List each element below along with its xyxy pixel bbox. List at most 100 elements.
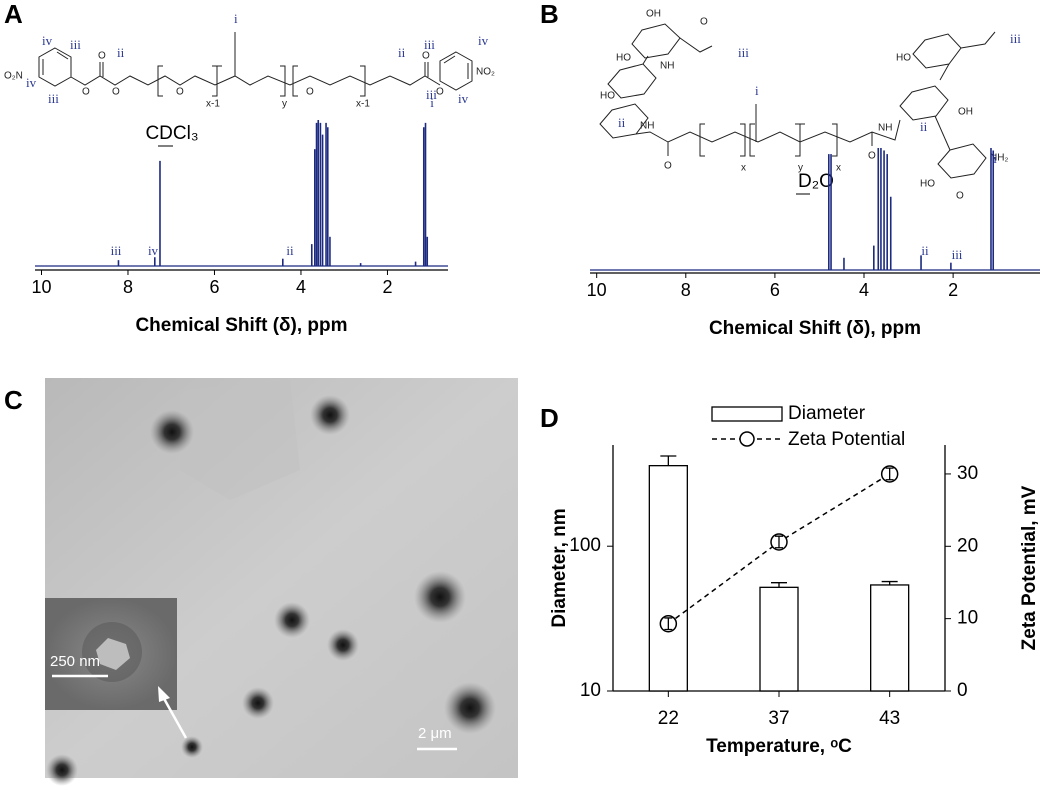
structure-shape [443, 55, 456, 64]
structure-label: O [98, 51, 106, 62]
peak-label: CDCl₃ [145, 123, 198, 144]
structure-label: NH [660, 61, 674, 72]
peak-label: i [993, 151, 997, 166]
structure-shape [740, 123, 746, 157]
structure-label: ii [398, 45, 406, 60]
bar [759, 586, 799, 692]
structure-shape [212, 65, 218, 97]
structure-label: O [176, 87, 184, 98]
structure-label: O [422, 51, 430, 62]
x-tick-label: 43 [879, 708, 900, 729]
error-bar [775, 535, 783, 549]
peak-label: iv [148, 243, 159, 258]
structure-shape [939, 63, 950, 81]
y-tick-label: 10 [580, 680, 601, 701]
panel-label: A [4, 0, 23, 29]
x-tick-label: 6 [770, 280, 780, 300]
x-tick-label: 8 [681, 280, 691, 300]
structure-label: ii [618, 115, 626, 130]
x-tick-label: 2 [382, 277, 392, 297]
legend-swatch [739, 431, 755, 447]
structure-shape [38, 47, 72, 87]
structure-shape [181, 736, 203, 758]
peak-label: iii [952, 247, 963, 262]
structure-label: O₂N [4, 71, 23, 82]
structure-b: OH HO NH O iii HO ii NH O i x y x O NH i… [599, 9, 1021, 202]
structure-a: O₂N iv iii iv iii O O ii O O i x-1 y O x… [4, 11, 495, 110]
panel-label: B [540, 0, 559, 29]
y2-axis-title: Zeta Potential, mV [1019, 485, 1040, 650]
structure-shape [679, 37, 713, 53]
structure-shape [280, 65, 286, 97]
y-axis-title: Diameter, nm [549, 508, 570, 627]
structure-label: NH [878, 123, 892, 134]
structure-label: OH [958, 107, 973, 118]
panel-label: C [4, 385, 23, 415]
structure-shape [158, 686, 170, 702]
structure-label: iv [458, 91, 469, 106]
error-bar [885, 467, 894, 481]
structure-label: OH [646, 9, 661, 20]
y2-tick-label: 0 [957, 680, 968, 701]
structure-label: HO [896, 53, 911, 64]
structure-shape [444, 682, 496, 734]
structure-shape [749, 123, 755, 157]
structure-shape [310, 395, 350, 435]
structure-shape [160, 694, 188, 739]
structure-label: y [282, 99, 287, 110]
x-tick-label: 4 [859, 280, 869, 300]
structure-label: iii [70, 37, 81, 52]
structure-label: x-1 [356, 99, 370, 110]
structure-shape [414, 571, 466, 623]
structure-label: O [306, 87, 314, 98]
structure-shape [439, 51, 473, 91]
structure-label: iii [48, 91, 59, 106]
y-tick-label: 100 [569, 535, 601, 556]
structure-label: iii [426, 87, 437, 102]
structure-label: HO [600, 91, 615, 102]
structure-shape [327, 629, 359, 661]
y2-tick-label: 20 [957, 535, 978, 556]
peak-label: D₂O [798, 171, 834, 192]
structure-shape [832, 123, 838, 157]
structure-shape [795, 123, 801, 157]
structure-label: O [82, 87, 90, 98]
structure-label: x-1 [206, 99, 220, 110]
structure-label: x [836, 163, 841, 174]
y2-tick-label: 30 [957, 463, 978, 484]
structure-shape [292, 65, 298, 97]
structure-shape [150, 410, 194, 454]
structure-shape [360, 65, 366, 97]
bar [870, 584, 910, 692]
structure-shape [180, 380, 300, 500]
structure-shape [635, 119, 901, 143]
structure-label: ii [920, 119, 928, 134]
structure-shape [157, 65, 163, 97]
structure-label: O [112, 87, 120, 98]
structure-shape [96, 638, 130, 670]
structure-label: x [741, 163, 746, 174]
structure-shape [46, 754, 78, 786]
x-tick-label: 10 [587, 280, 607, 300]
x-tick-label: 22 [658, 708, 679, 729]
structure-label: iii [1010, 31, 1021, 46]
error-bar [771, 582, 787, 588]
structure-label: HO [616, 53, 631, 64]
legend-label: Diameter [788, 403, 866, 424]
structure-shape [912, 33, 962, 69]
error-bar [660, 455, 677, 466]
structure-label: HO [920, 179, 935, 190]
structure-label: iv [42, 33, 53, 48]
x-axis-title: Temperature, ᵒC [706, 736, 852, 757]
bar [648, 465, 688, 692]
structure-shape [274, 602, 310, 638]
x-tick-label: 10 [31, 277, 51, 297]
x-axis-title: Chemical Shift (δ), ppm [709, 318, 921, 339]
x-tick-label: 37 [768, 708, 789, 729]
structure-shape [699, 123, 705, 157]
structure-label: iv [478, 33, 489, 48]
peak-label: iii [111, 243, 122, 258]
structure-label: ii [117, 45, 125, 60]
error-bar [664, 617, 673, 631]
peak-label: i [430, 95, 434, 110]
